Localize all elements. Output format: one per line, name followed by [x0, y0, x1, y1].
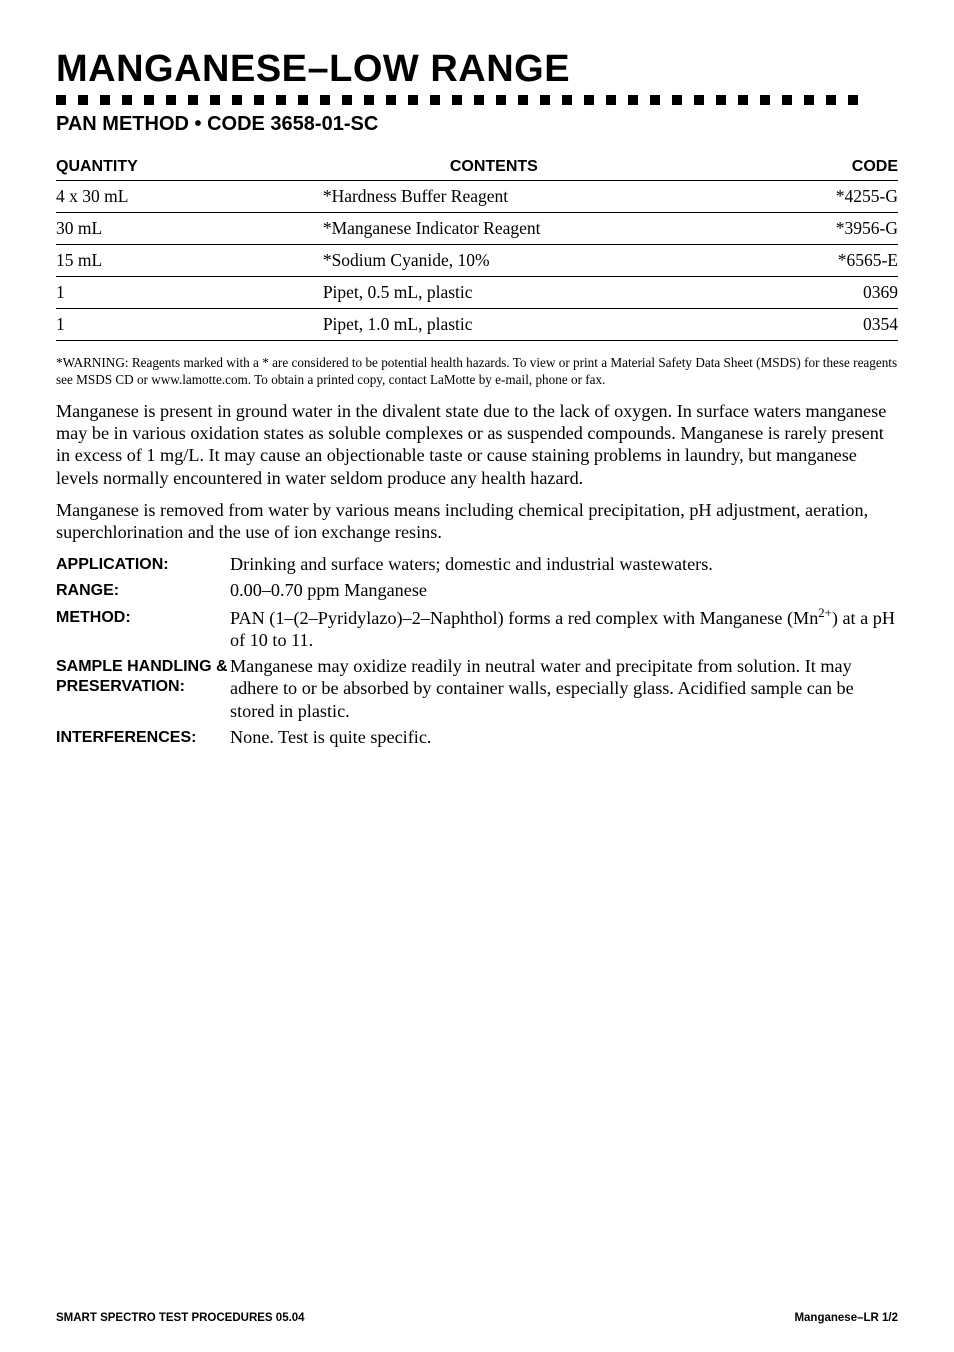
- dotted-rule-square: [716, 95, 726, 105]
- table-row: 30 mL*Manganese Indicator Reagent*3956-G: [56, 213, 898, 245]
- dotted-rule-square: [122, 95, 132, 105]
- page-title: MANGANESE–LOW RANGE: [56, 48, 898, 91]
- header-contents: CONTENTS: [233, 154, 755, 181]
- quantity-table: QUANTITY CONTENTS CODE 4 x 30 mL*Hardnes…: [56, 154, 898, 341]
- def-body-sample: Manganese may oxidize readily in neutral…: [230, 655, 898, 722]
- cell-contents: *Manganese Indicator Reagent: [233, 213, 755, 245]
- footer-left: SMART SPECTRO TEST PROCEDURES 05.04: [56, 1312, 305, 1324]
- table-row: 1Pipet, 0.5 mL, plastic0369: [56, 277, 898, 309]
- table-row: 1Pipet, 1.0 mL, plastic0354: [56, 309, 898, 341]
- cell-contents: *Sodium Cyanide, 10%: [233, 245, 755, 277]
- dotted-rule-square: [848, 95, 858, 105]
- dotted-rule-square: [430, 95, 440, 105]
- dotted-rule-square: [276, 95, 286, 105]
- body-paragraph-1: Manganese is present in ground water in …: [56, 400, 898, 489]
- dotted-rule-square: [760, 95, 770, 105]
- warning-fineprint: *WARNING: Reagents marked with a * are c…: [56, 355, 898, 388]
- cell-code: *6565-E: [755, 245, 898, 277]
- cell-quantity: 4 x 30 mL: [56, 181, 233, 213]
- cell-code: *4255-G: [755, 181, 898, 213]
- cell-contents: Pipet, 1.0 mL, plastic: [233, 309, 755, 341]
- dotted-rule-square: [254, 95, 264, 105]
- cell-quantity: 15 mL: [56, 245, 233, 277]
- body-paragraph-2: Manganese is removed from water by vario…: [56, 499, 898, 543]
- dotted-rule-square: [100, 95, 110, 105]
- table-row: 4 x 30 mL*Hardness Buffer Reagent*4255-G: [56, 181, 898, 213]
- dotted-rule-square: [188, 95, 198, 105]
- cell-contents: Pipet, 0.5 mL, plastic: [233, 277, 755, 309]
- subtitle: PAN METHOD • CODE 3658-01-SC: [56, 113, 898, 136]
- definitions-list: APPLICATION: Drinking and surface waters…: [56, 553, 898, 748]
- dotted-rule-square: [166, 95, 176, 105]
- dotted-rule-square: [826, 95, 836, 105]
- dotted-rule: [56, 95, 898, 105]
- def-term-method: METHOD:: [56, 606, 230, 651]
- dotted-rule-square: [474, 95, 484, 105]
- dotted-rule-square: [364, 95, 374, 105]
- dotted-rule-square: [298, 95, 308, 105]
- dotted-rule-square: [210, 95, 220, 105]
- page-footer: SMART SPECTRO TEST PROCEDURES 05.04 Mang…: [56, 1312, 898, 1324]
- dotted-rule-square: [782, 95, 792, 105]
- def-application: APPLICATION: Drinking and surface waters…: [56, 553, 898, 575]
- def-term-interferences: INTERFERENCES:: [56, 726, 230, 748]
- dotted-rule-square: [672, 95, 682, 105]
- dotted-rule-square: [496, 95, 506, 105]
- def-term-sample: SAMPLE HANDLING & PRESERVATION:: [56, 655, 230, 722]
- def-term-range: RANGE:: [56, 579, 230, 601]
- cell-quantity: 30 mL: [56, 213, 233, 245]
- header-code: CODE: [755, 154, 898, 181]
- dotted-rule-square: [320, 95, 330, 105]
- header-quantity: QUANTITY: [56, 154, 233, 181]
- cell-code: *3956-G: [755, 213, 898, 245]
- dotted-rule-square: [408, 95, 418, 105]
- dotted-rule-square: [650, 95, 660, 105]
- table-header-row: QUANTITY CONTENTS CODE: [56, 154, 898, 181]
- dotted-rule-square: [584, 95, 594, 105]
- dotted-rule-square: [562, 95, 572, 105]
- cell-quantity: 1: [56, 309, 233, 341]
- def-method: METHOD: PAN (1–(2–Pyridylazo)–2–Naphthol…: [56, 606, 898, 651]
- dotted-rule-square: [56, 95, 66, 105]
- dotted-rule-square: [78, 95, 88, 105]
- dotted-rule-square: [738, 95, 748, 105]
- cell-code: 0354: [755, 309, 898, 341]
- dotted-rule-square: [144, 95, 154, 105]
- cell-code: 0369: [755, 277, 898, 309]
- dotted-rule-square: [694, 95, 704, 105]
- cell-contents: *Hardness Buffer Reagent: [233, 181, 755, 213]
- dotted-rule-square: [386, 95, 396, 105]
- dotted-rule-square: [452, 95, 462, 105]
- dotted-rule-square: [628, 95, 638, 105]
- def-body-interferences: None. Test is quite specific.: [230, 726, 898, 748]
- dotted-rule-square: [804, 95, 814, 105]
- dotted-rule-square: [606, 95, 616, 105]
- footer-right: Manganese–LR 1/2: [794, 1312, 898, 1324]
- def-body-application: Drinking and surface waters; domestic an…: [230, 553, 898, 575]
- def-body-method: PAN (1–(2–Pyridylazo)–2–Naphthol) forms …: [230, 606, 898, 651]
- table-row: 15 mL*Sodium Cyanide, 10%*6565-E: [56, 245, 898, 277]
- dotted-rule-square: [232, 95, 242, 105]
- def-term-application: APPLICATION:: [56, 553, 230, 575]
- dotted-rule-square: [342, 95, 352, 105]
- dotted-rule-square: [518, 95, 528, 105]
- def-range: RANGE: 0.00–0.70 ppm Manganese: [56, 579, 898, 601]
- def-body-range: 0.00–0.70 ppm Manganese: [230, 579, 898, 601]
- dotted-rule-square: [540, 95, 550, 105]
- def-interferences: INTERFERENCES: None. Test is quite speci…: [56, 726, 898, 748]
- cell-quantity: 1: [56, 277, 233, 309]
- def-sample: SAMPLE HANDLING & PRESERVATION: Manganes…: [56, 655, 898, 722]
